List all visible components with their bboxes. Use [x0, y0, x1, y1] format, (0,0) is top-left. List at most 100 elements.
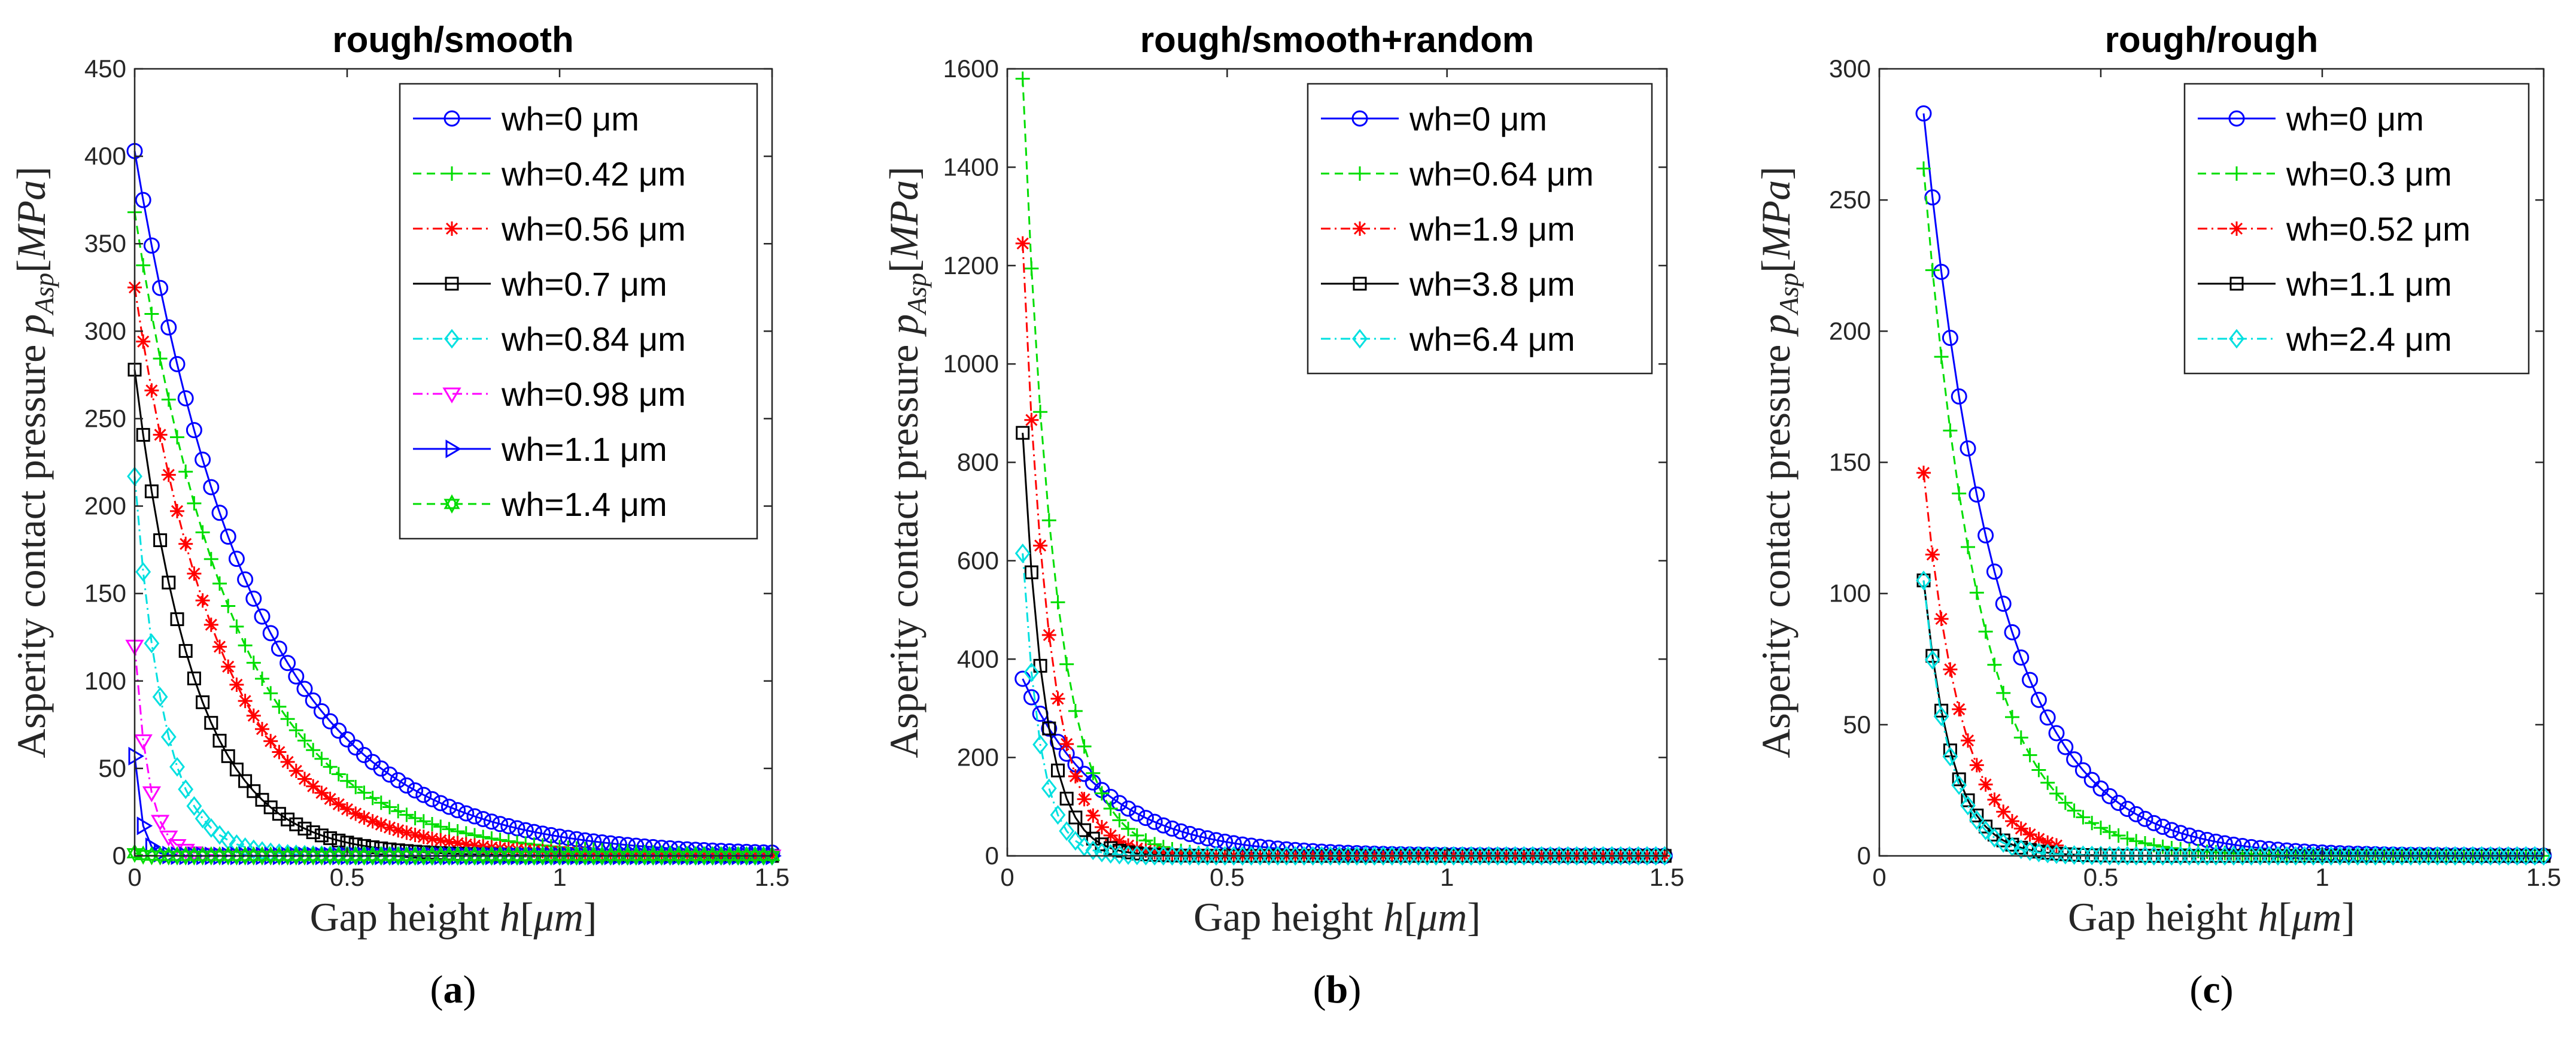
- data-point: [1059, 791, 1074, 806]
- data-point: [280, 655, 296, 672]
- data-point: [136, 334, 151, 349]
- data-point: [2137, 810, 2153, 827]
- axes-box: [133, 68, 773, 857]
- y-tick-label: 100: [1829, 579, 1871, 607]
- data-point: [178, 779, 194, 800]
- data-point: [483, 813, 500, 830]
- series-line: [1922, 472, 2057, 846]
- data-point: [288, 668, 305, 685]
- data-point: [1934, 703, 1949, 718]
- data-point: [595, 846, 609, 861]
- data-point: [391, 804, 406, 819]
- x-tick-label: 1.5: [755, 863, 789, 891]
- data-point: [150, 815, 170, 831]
- data-point: [314, 785, 329, 800]
- data-point: [1042, 721, 1056, 736]
- data-point: [1016, 426, 1030, 440]
- legend-box: [399, 83, 758, 540]
- data-point: [432, 795, 449, 812]
- data-point: [441, 798, 457, 815]
- legend-label: wh=3.8 μm: [1409, 265, 1575, 303]
- data-point: [297, 733, 312, 748]
- y-tick-label: 0: [1857, 842, 1871, 870]
- data-point: [654, 847, 669, 862]
- data-point: [1952, 772, 1966, 786]
- legend-marker: [1353, 277, 1367, 291]
- data-point: [1925, 263, 1940, 278]
- data-point: [2040, 835, 2055, 850]
- data-point: [187, 672, 201, 686]
- data-point: [1199, 830, 1216, 847]
- data-point: [1076, 837, 1092, 857]
- data-point: [2076, 810, 2091, 825]
- data-point: [2155, 818, 2171, 835]
- data-point: [1068, 768, 1083, 783]
- data-point: [255, 792, 269, 807]
- data-point: [1024, 412, 1039, 427]
- data-point: [1977, 527, 1994, 543]
- data-point: [255, 671, 269, 686]
- data-point: [1147, 845, 1162, 859]
- data-point: [1916, 466, 1931, 481]
- data-point: [1977, 820, 1994, 840]
- data-point: [306, 743, 321, 758]
- data-point: [1933, 706, 1949, 727]
- data-point: [159, 830, 178, 847]
- data-point: [340, 773, 354, 788]
- y-tick-label: 350: [84, 229, 126, 257]
- data-point: [1077, 739, 1092, 754]
- x-tick-label: 1.5: [2526, 863, 2561, 891]
- x-tick-label: 0: [127, 863, 141, 891]
- data-point: [195, 451, 211, 468]
- data-point: [408, 811, 423, 826]
- data-point: [340, 802, 354, 817]
- data-point: [381, 766, 398, 783]
- y-axis-title: Asperity contact pressure pAsp[MPa]: [1753, 166, 1804, 758]
- data-point: [357, 810, 372, 825]
- data-point: [136, 258, 151, 273]
- data-point: [1961, 733, 1975, 748]
- data-point: [628, 847, 643, 862]
- data-point: [1181, 825, 1198, 842]
- data-point: [262, 625, 279, 642]
- data-point: [168, 839, 187, 855]
- data-point: [2030, 691, 2047, 708]
- data-point: [1014, 543, 1031, 563]
- data-point: [433, 819, 448, 834]
- chart-title: rough/smooth: [332, 20, 573, 60]
- data-point: [1934, 612, 1949, 626]
- data-point: [1059, 737, 1074, 752]
- data-point: [229, 619, 244, 634]
- data-point: [2005, 813, 2019, 828]
- y-tick-label: 300: [1829, 54, 1871, 83]
- y-tick-label: 200: [84, 492, 126, 520]
- data-point: [1951, 775, 1967, 795]
- legend-label: wh=0.3 μm: [2286, 155, 2452, 193]
- y-tick-label: 150: [84, 579, 126, 607]
- y-tick-label: 1400: [943, 153, 999, 181]
- data-point: [1137, 810, 1154, 827]
- data-point: [646, 847, 661, 862]
- data-point: [170, 612, 184, 627]
- legend-label: wh=0 μm: [1409, 100, 1547, 138]
- legend-label: wh=6.4 μm: [1409, 320, 1575, 358]
- x-axis-title: Gap height h[μm]: [310, 894, 597, 940]
- data-point: [637, 847, 652, 862]
- data-point: [1086, 808, 1101, 823]
- data-point: [169, 356, 186, 372]
- data-point: [1951, 388, 1967, 405]
- data-point: [1041, 513, 1056, 528]
- data-point: [1024, 565, 1038, 579]
- data-point: [1942, 330, 1958, 347]
- data-point: [237, 571, 254, 588]
- data-point: [382, 800, 397, 815]
- legend-label: wh=0.42 μm: [501, 155, 686, 193]
- legend-label: wh=1.1 μm: [501, 430, 667, 468]
- data-point: [1987, 657, 2002, 672]
- data-point: [187, 496, 202, 511]
- data-point: [1023, 663, 1040, 682]
- data-point: [416, 814, 431, 829]
- data-point: [1129, 841, 1144, 856]
- y-tick-label: 150: [1829, 448, 1871, 476]
- data-point: [373, 760, 390, 777]
